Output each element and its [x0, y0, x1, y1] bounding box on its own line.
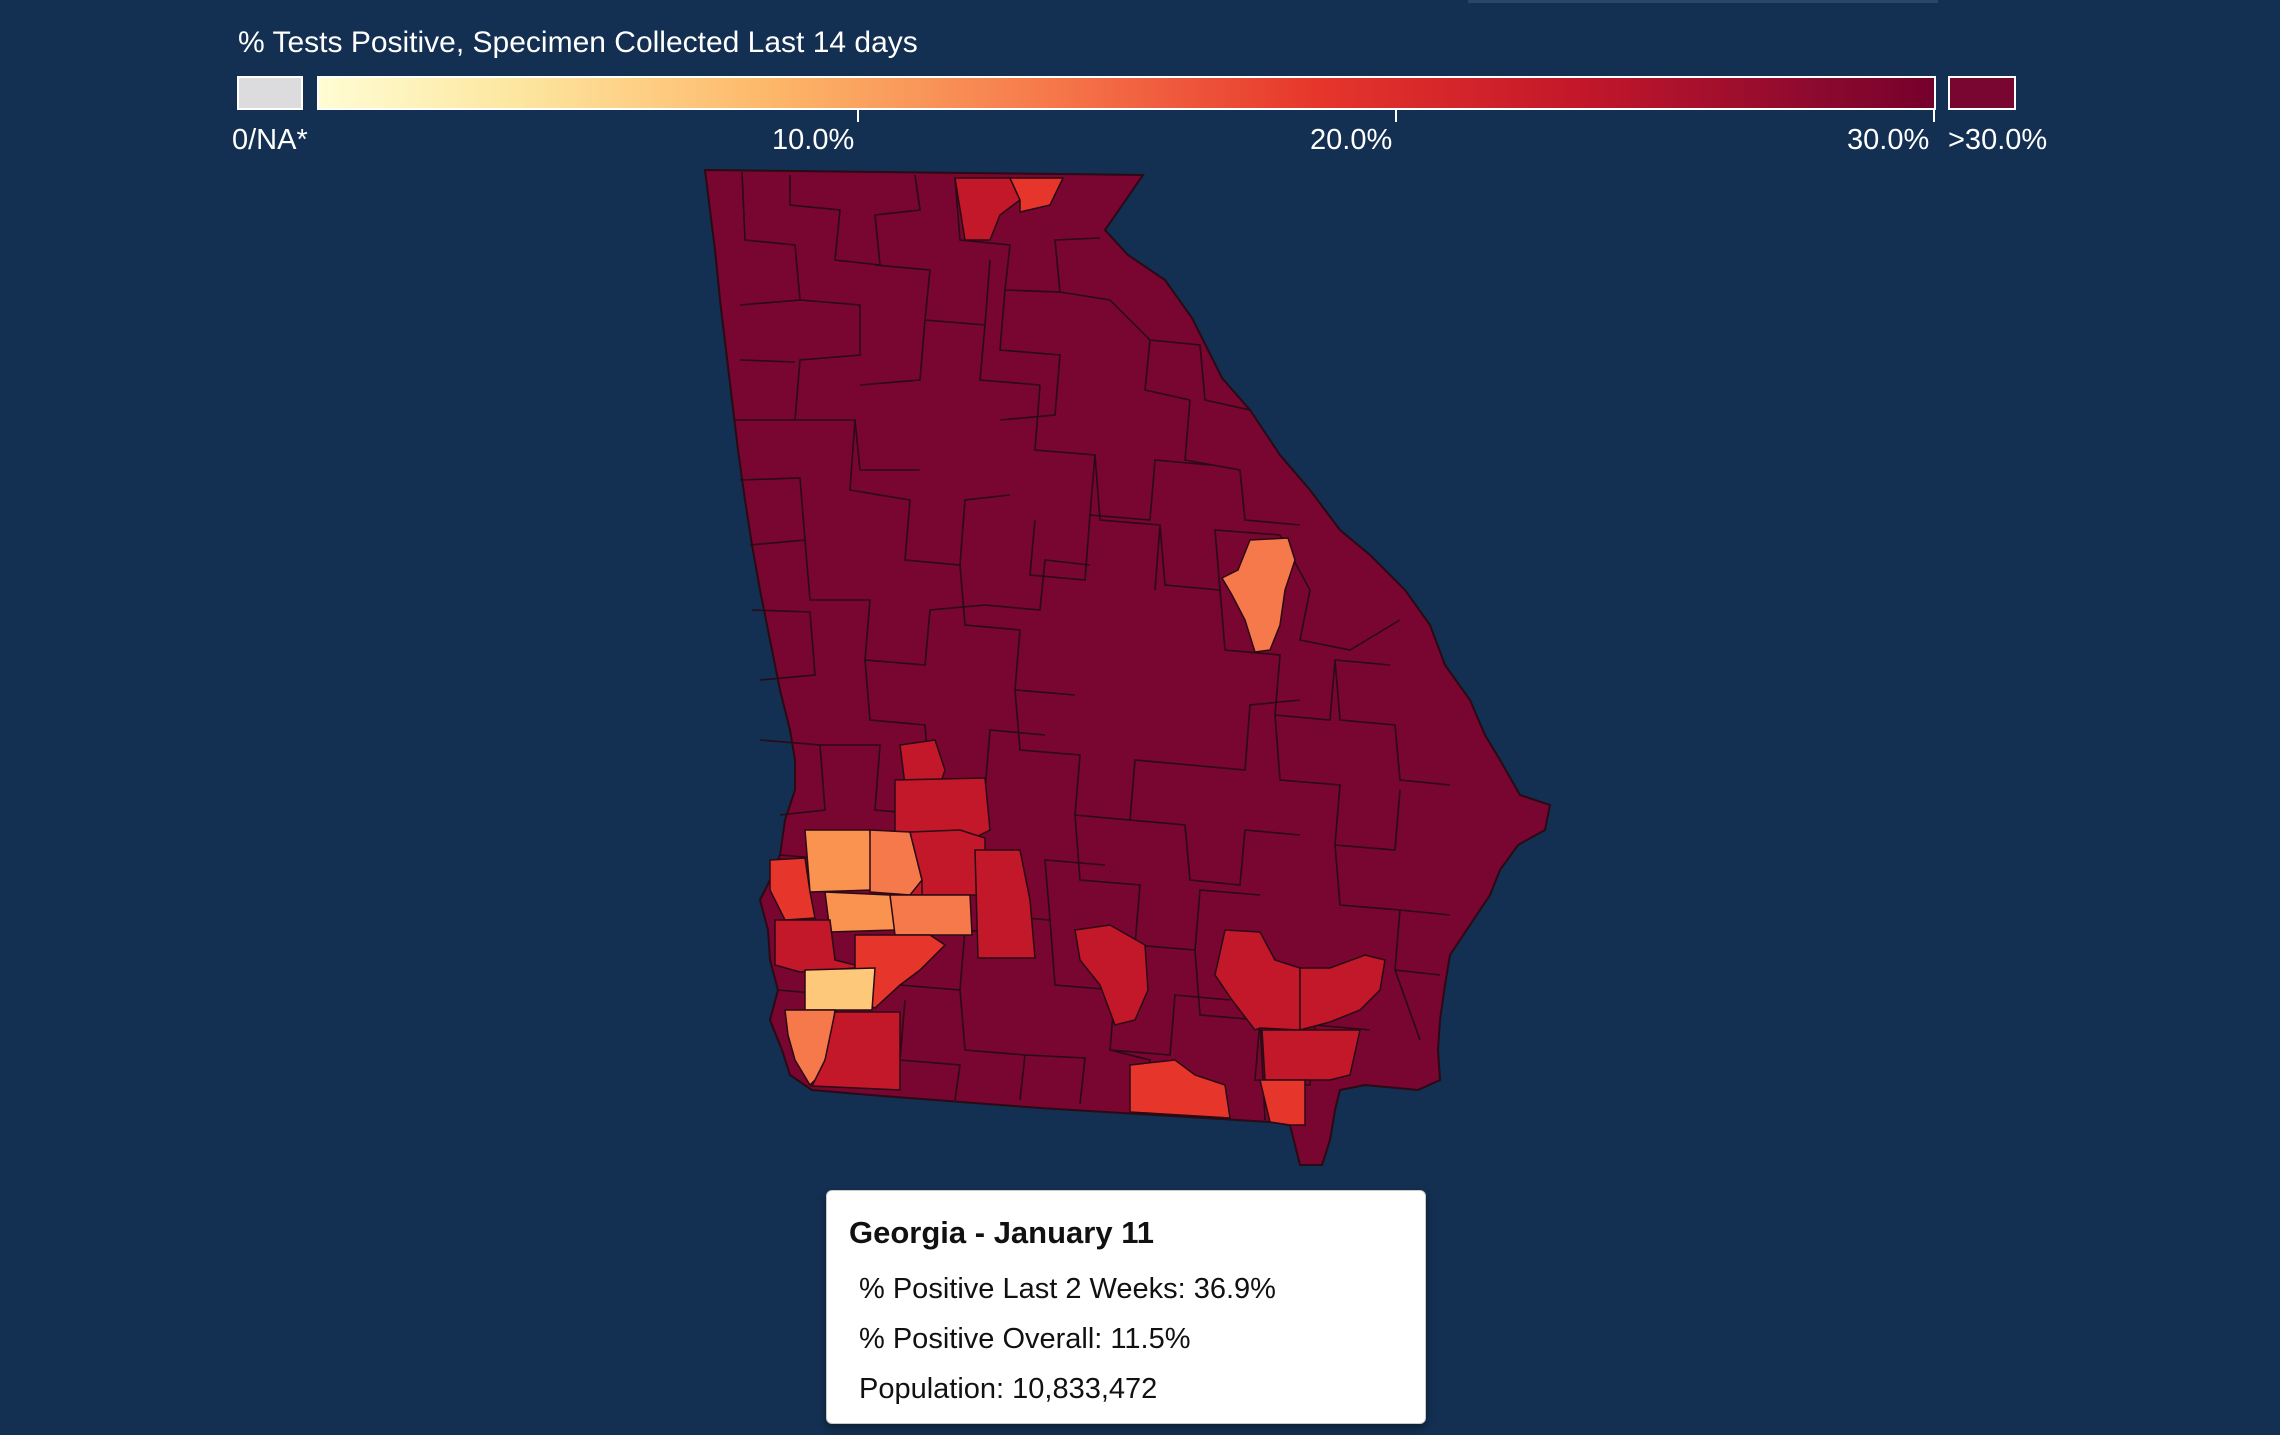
county-sw-5[interactable]	[909, 829, 986, 896]
county-sw-6[interactable]	[769, 857, 816, 921]
county-sw-4[interactable]	[869, 829, 923, 896]
legend-tick-label-30: 30.0%	[1847, 124, 1930, 156]
legend-tick-20	[1395, 110, 1397, 122]
county-highlights[interactable]	[769, 177, 1386, 1126]
legend-tick-label-20: 20.0%	[1310, 124, 1393, 156]
legend-na-swatch	[237, 76, 303, 110]
county-sw-3[interactable]	[804, 829, 873, 893]
county-south-5[interactable]	[1129, 1059, 1231, 1119]
county-sw-7[interactable]	[824, 891, 896, 933]
legend-tick-label-10: 10.0%	[772, 124, 855, 156]
county-south-1[interactable]	[1074, 924, 1149, 1026]
legend-title: % Tests Positive, Specimen Collected Las…	[238, 26, 918, 59]
county-sw-9[interactable]	[974, 849, 1036, 959]
county-south-3[interactable]	[1299, 954, 1386, 1031]
county-sw-1[interactable]	[899, 739, 946, 786]
county-sw-12[interactable]	[804, 967, 876, 1011]
top-edge-strip	[1468, 0, 1938, 3]
county-east-central[interactable]	[1220, 537, 1296, 653]
legend-tick-30	[1933, 110, 1935, 122]
county-south-2[interactable]	[1214, 929, 1301, 1031]
legend-na-label: 0/NA*	[232, 124, 308, 156]
legend-max-label: >30.0%	[1948, 124, 2048, 156]
tooltip-title: Georgia - January 11	[849, 1215, 1154, 1250]
county-south-4[interactable]	[1261, 1029, 1361, 1081]
county-sw-14[interactable]	[810, 1011, 901, 1091]
tooltip-positive-2wk: % Positive Last 2 Weeks: 36.9%	[859, 1273, 1276, 1305]
legend-max-swatch	[1948, 76, 2016, 110]
county-south-6[interactable]	[1259, 1079, 1306, 1126]
county-north-border-2[interactable]	[1008, 177, 1065, 213]
tooltip-population: Population: 10,833,472	[859, 1373, 1158, 1405]
county-sw-8[interactable]	[889, 894, 973, 936]
tooltip-positive-overall: % Positive Overall: 11.5%	[859, 1323, 1191, 1355]
map-tooltip: Georgia - January 11 % Positive Last 2 W…	[826, 1190, 1426, 1424]
legend-color-scale	[317, 76, 1936, 110]
legend-tick-10	[857, 110, 859, 122]
